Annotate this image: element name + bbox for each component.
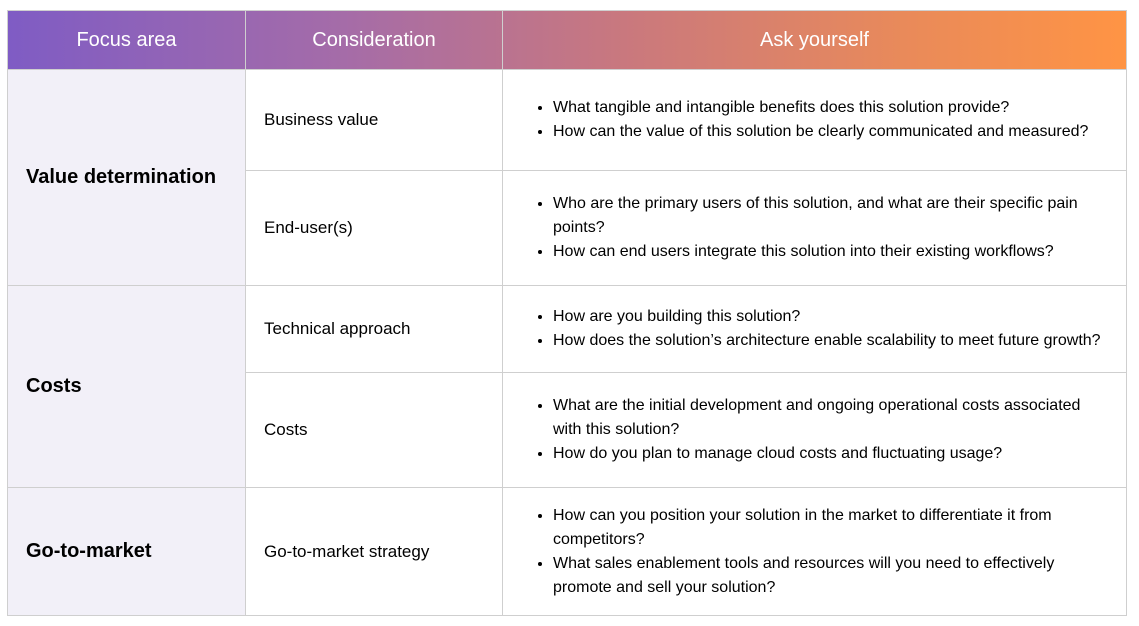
question-item: How can the value of this solution be cl… bbox=[553, 120, 1106, 144]
consideration-cell: Technical approach bbox=[245, 285, 503, 373]
table-row: Costs Technical approach How are you bui… bbox=[7, 285, 1127, 488]
table-row: Go-to-market Go-to-market strategy How c… bbox=[7, 487, 1127, 616]
table-row: Costs What are the initial development a… bbox=[8, 372, 1127, 488]
questions-cell: What are the initial development and ong… bbox=[502, 372, 1127, 488]
questions-cell: What tangible and intangible benefits do… bbox=[502, 69, 1127, 171]
question-item: How do you plan to manage cloud costs an… bbox=[553, 442, 1106, 466]
consideration-cell: Business value bbox=[245, 69, 503, 171]
header-row: Focus area Consideration Ask yourself bbox=[7, 10, 1127, 70]
table-row: Value determination Business value What … bbox=[7, 69, 1127, 286]
question-item: How does the solution’s architecture ena… bbox=[553, 329, 1106, 353]
focus-cell: Costs bbox=[7, 285, 246, 488]
header-focus-area: Focus area bbox=[7, 10, 246, 70]
question-item: What are the initial development and ong… bbox=[553, 394, 1106, 442]
question-item: Who are the primary users of this soluti… bbox=[553, 192, 1106, 240]
question-item: How can end users integrate this solutio… bbox=[553, 240, 1106, 264]
question-item: What tangible and intangible benefits do… bbox=[553, 96, 1106, 120]
consideration-cell: End-user(s) bbox=[245, 170, 503, 286]
header-consideration: Consideration bbox=[245, 10, 503, 70]
focus-table: Focus area Consideration Ask yourself Va… bbox=[7, 10, 1127, 616]
header-ask-yourself: Ask yourself bbox=[502, 10, 1127, 70]
focus-cell: Go-to-market bbox=[7, 487, 246, 616]
question-item: How can you position your solution in th… bbox=[553, 504, 1106, 552]
questions-cell: How can you position your solution in th… bbox=[502, 487, 1127, 616]
consideration-cell: Costs bbox=[245, 372, 503, 488]
focus-cell: Value determination bbox=[7, 69, 246, 286]
question-item: What sales enablement tools and resource… bbox=[553, 552, 1106, 600]
question-item: How are you building this solution? bbox=[553, 305, 1106, 329]
consideration-cell: Go-to-market strategy bbox=[245, 487, 503, 616]
questions-cell: Who are the primary users of this soluti… bbox=[502, 170, 1127, 286]
table-row: End-user(s) Who are the primary users of… bbox=[8, 170, 1127, 286]
questions-cell: How are you building this solution? How … bbox=[502, 285, 1127, 373]
